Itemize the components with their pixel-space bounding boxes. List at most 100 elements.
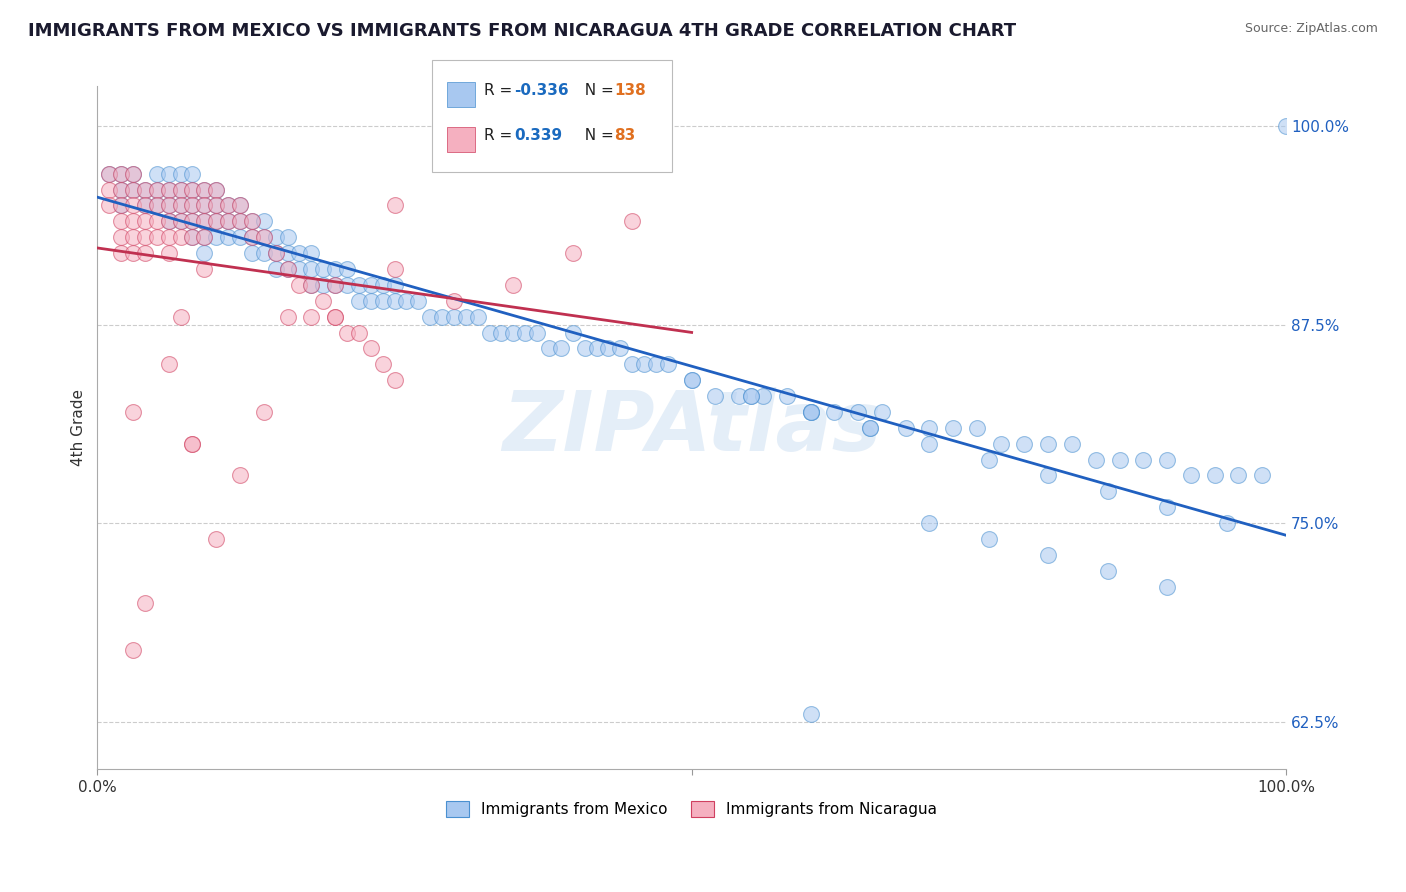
- Point: [253, 230, 276, 244]
- Point: [181, 183, 204, 197]
- Point: [253, 405, 276, 419]
- Point: [193, 214, 215, 228]
- Point: [122, 230, 145, 244]
- Point: [550, 342, 572, 356]
- Point: [1014, 436, 1036, 450]
- Point: [217, 198, 239, 212]
- Point: [98, 167, 121, 181]
- Point: [598, 342, 620, 356]
- Point: [193, 183, 215, 197]
- Point: [561, 246, 583, 260]
- Point: [181, 167, 204, 181]
- Point: [977, 452, 1000, 467]
- Point: [1060, 436, 1083, 450]
- Point: [205, 214, 228, 228]
- Point: [169, 230, 191, 244]
- Point: [323, 310, 346, 324]
- Point: [1156, 500, 1178, 515]
- Point: [621, 357, 644, 371]
- Point: [181, 214, 204, 228]
- Point: [110, 183, 132, 197]
- Point: [799, 405, 821, 419]
- Point: [110, 183, 132, 197]
- Point: [181, 183, 204, 197]
- Point: [776, 389, 799, 403]
- Point: [384, 198, 406, 212]
- Point: [384, 293, 406, 308]
- Point: [277, 246, 299, 260]
- Point: [157, 167, 180, 181]
- Point: [122, 246, 145, 260]
- Point: [526, 326, 548, 340]
- Point: [395, 293, 418, 308]
- Point: [467, 310, 489, 324]
- Point: [240, 230, 263, 244]
- Point: [384, 262, 406, 277]
- Text: IMMIGRANTS FROM MEXICO VS IMMIGRANTS FROM NICARAGUA 4TH GRADE CORRELATION CHART: IMMIGRANTS FROM MEXICO VS IMMIGRANTS FRO…: [28, 22, 1017, 40]
- Point: [205, 183, 228, 197]
- Point: [181, 214, 204, 228]
- Point: [157, 183, 180, 197]
- Point: [1108, 452, 1130, 467]
- Point: [110, 167, 132, 181]
- Point: [134, 183, 156, 197]
- Point: [157, 357, 180, 371]
- Point: [217, 198, 239, 212]
- Point: [621, 214, 644, 228]
- Point: [1097, 564, 1119, 578]
- Point: [122, 167, 145, 181]
- Point: [122, 183, 145, 197]
- Point: [585, 342, 607, 356]
- Point: [205, 198, 228, 212]
- Point: [336, 277, 359, 292]
- Point: [229, 198, 252, 212]
- Point: [299, 262, 322, 277]
- Point: [157, 214, 180, 228]
- Point: [277, 230, 299, 244]
- Point: [502, 326, 524, 340]
- Point: [122, 167, 145, 181]
- Point: [240, 246, 263, 260]
- Point: [193, 230, 215, 244]
- Point: [799, 405, 821, 419]
- Point: [419, 310, 441, 324]
- Text: N =: N =: [575, 84, 619, 98]
- Point: [740, 389, 762, 403]
- Point: [146, 198, 169, 212]
- Point: [894, 421, 917, 435]
- Text: 83: 83: [614, 128, 636, 143]
- Point: [1215, 516, 1237, 530]
- Point: [918, 421, 941, 435]
- Point: [299, 310, 322, 324]
- Point: [336, 326, 359, 340]
- Point: [942, 421, 965, 435]
- Point: [443, 310, 465, 324]
- Point: [181, 198, 204, 212]
- Point: [384, 277, 406, 292]
- Point: [169, 198, 191, 212]
- Point: [561, 326, 583, 340]
- Point: [1180, 468, 1202, 483]
- Point: [633, 357, 655, 371]
- Point: [288, 262, 311, 277]
- Point: [312, 262, 335, 277]
- Point: [264, 246, 287, 260]
- Point: [181, 436, 204, 450]
- Point: [134, 198, 156, 212]
- Point: [193, 230, 215, 244]
- Point: [110, 246, 132, 260]
- Text: N =: N =: [575, 128, 619, 143]
- Point: [146, 198, 169, 212]
- Point: [122, 643, 145, 657]
- Point: [253, 214, 276, 228]
- Point: [98, 198, 121, 212]
- Point: [1084, 452, 1107, 467]
- Point: [799, 405, 821, 419]
- Point: [229, 214, 252, 228]
- Point: [823, 405, 845, 419]
- Point: [277, 262, 299, 277]
- Point: [288, 246, 311, 260]
- Point: [193, 198, 215, 212]
- Point: [312, 293, 335, 308]
- Point: [157, 230, 180, 244]
